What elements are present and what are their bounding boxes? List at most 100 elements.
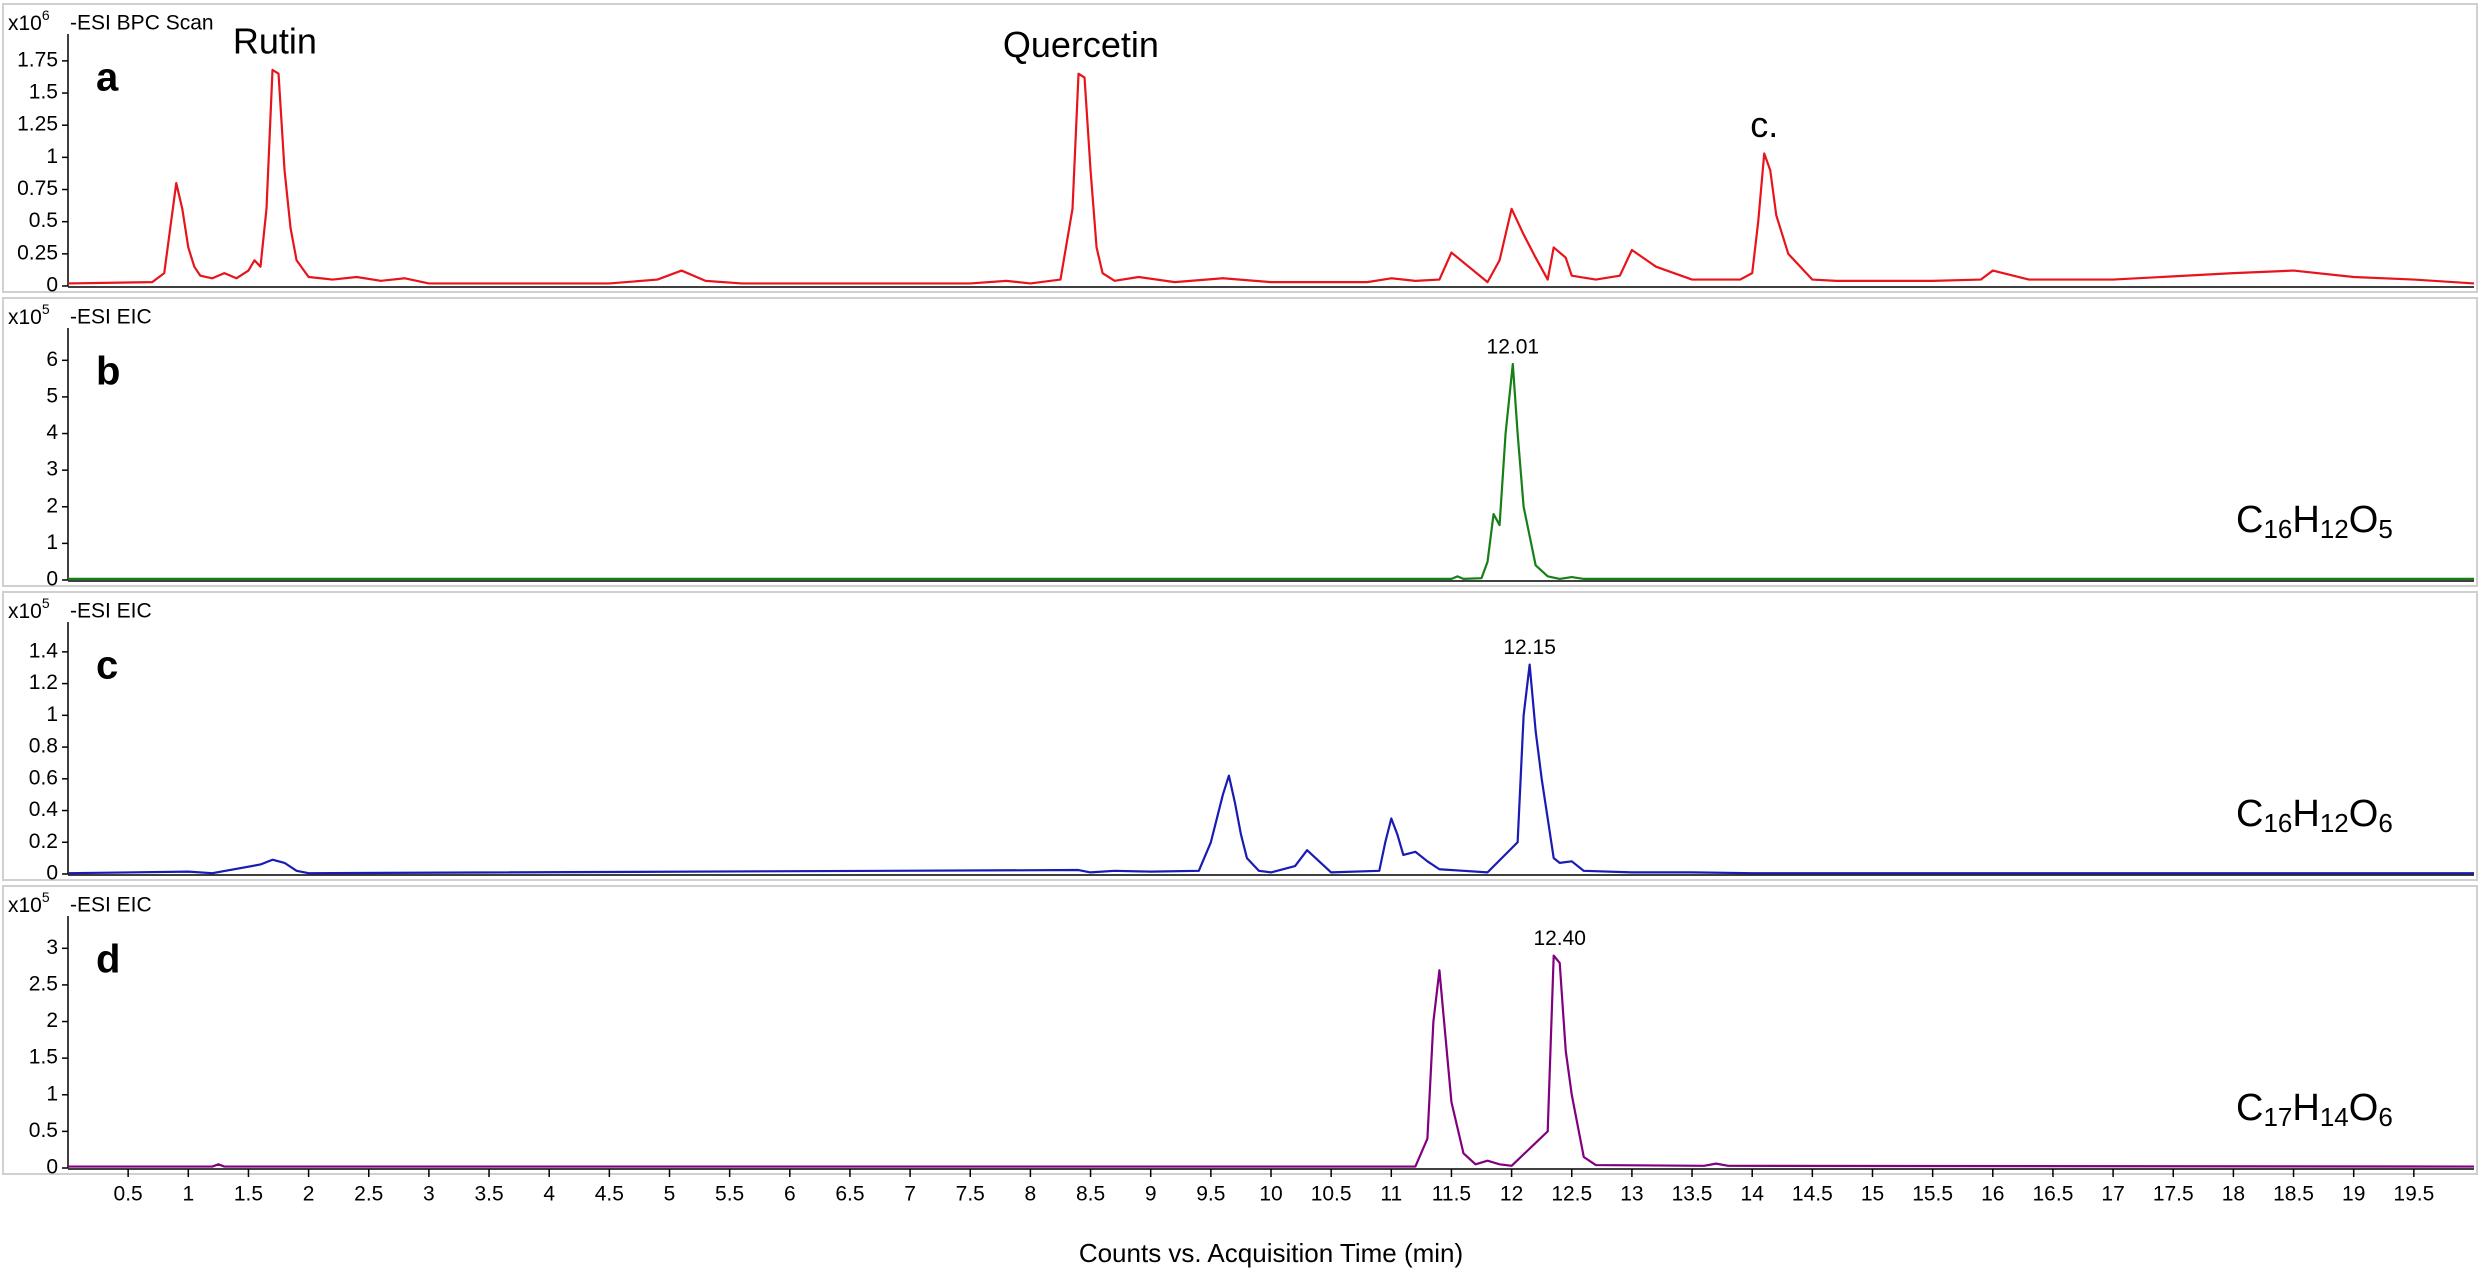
y-multiplier: x105 <box>8 889 50 917</box>
peak-annotation: 12.15 <box>1503 636 1556 659</box>
formula-subscript: 5 <box>2378 514 2392 544</box>
y-tick-label: 3 <box>46 458 58 481</box>
x-tick-label: 7 <box>904 1183 916 1206</box>
x-tick-label: 8.5 <box>1076 1183 1105 1206</box>
y-tick-label: 0.5 <box>29 209 58 232</box>
multiplier-base: x10 <box>8 12 42 35</box>
y-tick-label: 0.4 <box>29 798 59 821</box>
x-tick-label: 10.5 <box>1311 1183 1352 1206</box>
x-tick-label: 4 <box>543 1183 555 1206</box>
y-tick-label: 0.5 <box>29 1119 58 1142</box>
peak-annotation: Quercetin <box>1003 24 1159 65</box>
formula-subscript: 17 <box>2263 1102 2292 1132</box>
x-tick-label: 8 <box>1025 1183 1037 1206</box>
peak-annotation: 12.40 <box>1533 927 1586 950</box>
x-tick-label: 2.5 <box>354 1183 383 1206</box>
multiplier-exponent: 5 <box>42 301 50 317</box>
formula-subscript: 6 <box>2378 808 2392 838</box>
y-tick-label: 0.75 <box>17 177 58 200</box>
x-tick-label: 4.5 <box>595 1183 624 1206</box>
multiplier-base: x10 <box>8 894 42 917</box>
formula: C16H12O6 <box>2236 793 2393 838</box>
panel-frame <box>2 591 2478 881</box>
panel-letter: b <box>96 350 120 394</box>
x-tick-label: 17.5 <box>2153 1183 2194 1206</box>
x-tick-label: 7.5 <box>956 1183 985 1206</box>
x-tick-label: 16.5 <box>2033 1183 2074 1206</box>
peak-annotation: 12.01 <box>1487 336 1540 359</box>
x-tick-label: 9 <box>1145 1183 1157 1206</box>
multiplier-base: x10 <box>8 600 42 623</box>
panel-letter: a <box>96 56 119 100</box>
x-tick-label: 18.5 <box>2273 1183 2314 1206</box>
multiplier-exponent: 5 <box>42 889 50 905</box>
y-tick-label: 0 <box>46 568 58 591</box>
x-axis-label: Counts vs. Acquisition Time (min) <box>1079 1238 1463 1268</box>
y-tick-label: 1.5 <box>29 81 58 104</box>
scan-label: -ESI BPC Scan <box>70 12 214 35</box>
y-tick-label: 1 <box>46 531 58 554</box>
chromatogram-line <box>68 362 2474 580</box>
formula-subscript: 12 <box>2320 808 2349 838</box>
x-tick-label: 5.5 <box>715 1183 744 1206</box>
x-tick-label: 15 <box>1861 1183 1884 1206</box>
multiplier-base: x10 <box>8 306 42 329</box>
x-tick-label: 16 <box>1981 1183 2004 1206</box>
x-tick-label: 13.5 <box>1672 1183 1713 1206</box>
y-tick-label: 5 <box>46 384 58 407</box>
formula-element: O <box>2349 499 2379 541</box>
y-multiplier: x105 <box>8 301 50 329</box>
multiplier-exponent: 6 <box>42 7 50 23</box>
formula: C16H12O5 <box>2236 499 2393 544</box>
y-tick-label: 1.75 <box>17 48 58 71</box>
formula-element: H <box>2292 499 2319 541</box>
formula-subscript: 16 <box>2263 808 2292 838</box>
panel-frame <box>2 297 2478 587</box>
panel: x106 -ESI BPC Scan a 0 0.25 0.5 0.75 1 1.25 1.5 1.… <box>2 3 2478 297</box>
chromatogram-line <box>68 954 2475 1168</box>
x-tick-label: 12 <box>1500 1183 1523 1206</box>
y-tick-label: 0 <box>46 1156 58 1179</box>
x-tick-label: 14 <box>1741 1183 1765 1206</box>
formula-subscript: 14 <box>2320 1102 2349 1132</box>
x-tick-label: 0.5 <box>114 1183 143 1206</box>
x-tick-label: 2 <box>303 1183 315 1206</box>
formula: C17H14O6 <box>2236 1087 2393 1132</box>
y-tick-label: 1 <box>46 703 58 726</box>
x-tick-label: 17 <box>2101 1183 2124 1206</box>
x-tick-label: 15.5 <box>1912 1183 1953 1206</box>
y-tick-label: 1.5 <box>29 1046 58 1069</box>
panel-frame <box>2 3 2478 293</box>
x-tick-label: 19 <box>2342 1183 2365 1206</box>
x-tick-label: 1 <box>182 1183 194 1206</box>
x-tick-label: 3.5 <box>474 1183 503 1206</box>
y-tick-label: 3 <box>46 936 58 959</box>
formula-element: H <box>2292 1087 2319 1129</box>
x-tick-label: 19.5 <box>2393 1183 2434 1206</box>
scan-label: -ESI EIC <box>70 306 152 329</box>
y-tick-label: 6 <box>46 348 58 371</box>
multiplier-exponent: 5 <box>42 595 50 611</box>
formula-element: H <box>2292 793 2319 835</box>
formula-element: C <box>2236 1087 2263 1129</box>
y-tick-label: 1.25 <box>17 113 58 136</box>
x-tick-label: 5 <box>664 1183 676 1206</box>
formula-element: C <box>2236 793 2263 835</box>
formula-element: O <box>2349 793 2379 835</box>
x-tick-label: 18 <box>2222 1183 2245 1206</box>
y-tick-label: 0.25 <box>17 241 58 264</box>
panel-letter: c <box>96 644 118 688</box>
x-tick-label: 9.5 <box>1196 1183 1225 1206</box>
y-tick-label: 1 <box>46 145 58 168</box>
formula-element: O <box>2349 1087 2379 1129</box>
x-tick-label: 14.5 <box>1792 1183 1833 1206</box>
y-tick-label: 4 <box>46 421 58 444</box>
formula-subscript: 6 <box>2378 1102 2392 1132</box>
x-tick-label: 11 <box>1380 1183 1402 1206</box>
x-tick-label: 6 <box>784 1183 796 1206</box>
y-tick-label: 0 <box>46 274 58 297</box>
chromatogram-line <box>67 68 2475 285</box>
